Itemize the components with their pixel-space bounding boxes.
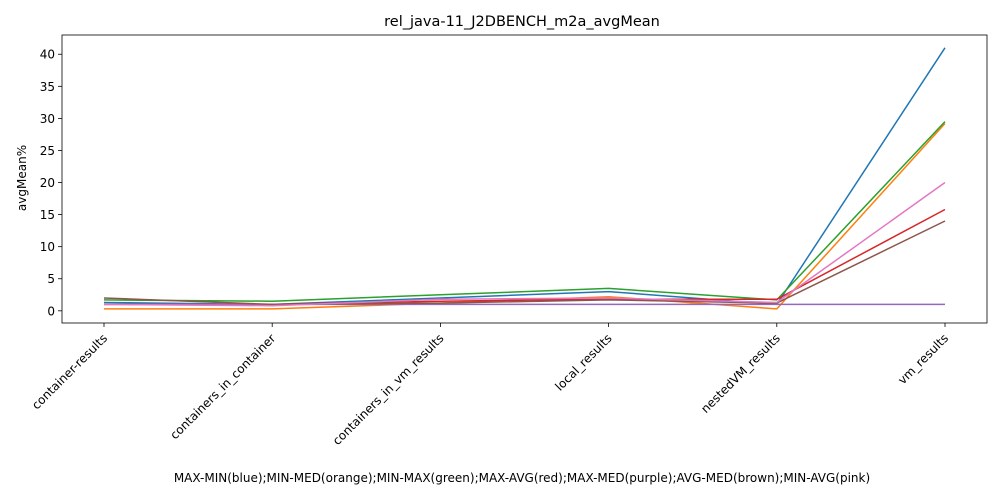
y-tick-label: 10 bbox=[40, 240, 55, 254]
y-tick-label: 5 bbox=[47, 272, 55, 286]
y-tick-label: 25 bbox=[40, 144, 55, 158]
x-tick-label: containers_in_container bbox=[167, 331, 278, 442]
axis-ticks: 0 5 10 15 20 25 30 35 40 container-results contain… bbox=[29, 48, 951, 448]
series-line-3 bbox=[103, 121, 946, 302]
x-tick-label: nestedVM_results bbox=[698, 331, 783, 416]
y-tick-label: 15 bbox=[40, 208, 55, 222]
y-tick-label: 35 bbox=[40, 80, 55, 94]
y-tick-label: 40 bbox=[40, 48, 55, 62]
series-line-1 bbox=[103, 47, 946, 306]
y-tick-label: 30 bbox=[40, 112, 55, 126]
x-tick-label: vm_results bbox=[895, 331, 951, 387]
y-tick-label: 0 bbox=[47, 304, 55, 318]
x-axis-label: MAX-MIN(blue);MIN-MED(orange);MIN-MAX(gr… bbox=[174, 471, 870, 485]
x-tick-label: local_results bbox=[552, 331, 614, 393]
series-line-6 bbox=[103, 220, 946, 306]
series-line-2 bbox=[104, 122, 946, 310]
plot-area bbox=[61, 34, 988, 324]
plot-frame bbox=[61, 34, 988, 324]
series-line-4 bbox=[104, 208, 946, 306]
x-tick-label: containers_in_vm_results bbox=[330, 331, 447, 448]
x-tick-label: container-results bbox=[29, 331, 110, 412]
chart-title: rel_java-11_J2DBENCH_m2a_avgMean bbox=[384, 14, 660, 30]
y-tick-label: 20 bbox=[40, 176, 55, 190]
series-line-7 bbox=[103, 181, 946, 307]
y-axis-label: avgMean% bbox=[15, 145, 29, 211]
